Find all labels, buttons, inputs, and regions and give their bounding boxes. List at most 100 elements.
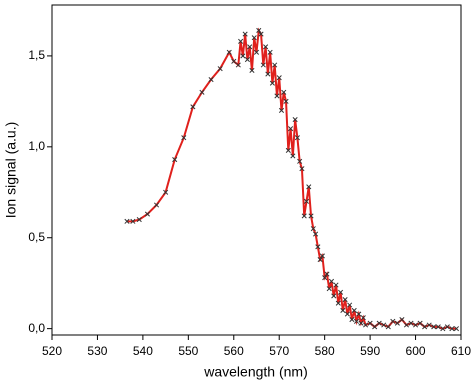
data-marker — [313, 231, 319, 237]
data-marker — [242, 31, 248, 37]
data-marker — [319, 253, 325, 259]
data-marker — [376, 320, 382, 326]
x-tick-label: 570 — [269, 344, 289, 358]
x-tick-label: 520 — [42, 344, 62, 358]
data-marker — [258, 31, 264, 37]
y-axis-title: Ion signal (a.u.) — [3, 122, 19, 219]
data-marker — [422, 324, 428, 330]
data-marker — [338, 289, 344, 295]
data-marker — [249, 67, 255, 74]
data-marker — [435, 324, 441, 330]
data-marker — [269, 80, 275, 86]
data-marker — [263, 44, 269, 50]
x-tick-label: 550 — [178, 344, 198, 358]
y-tick-label: 1,0 — [28, 139, 45, 153]
data-marker — [444, 324, 450, 330]
y-tick-label: 1,5 — [28, 48, 45, 62]
data-marker — [130, 218, 136, 224]
data-marker — [358, 320, 364, 326]
data-marker — [367, 320, 373, 326]
data-marker — [153, 202, 160, 208]
data-marker — [272, 62, 278, 68]
data-marker — [351, 307, 357, 314]
data-marker — [426, 322, 432, 328]
data-marker — [363, 322, 369, 328]
data-marker — [372, 324, 378, 330]
data-marker — [340, 307, 346, 314]
data-marker — [240, 53, 246, 59]
data-marker — [294, 135, 300, 141]
data-marker — [278, 107, 285, 114]
data-marker — [449, 326, 455, 332]
y-tick-label: 0,0 — [28, 321, 45, 335]
data-marker — [408, 320, 414, 326]
data-marker — [403, 322, 410, 328]
data-marker — [335, 300, 341, 306]
data-marker — [394, 320, 400, 326]
data-marker — [235, 62, 241, 68]
data-marker — [306, 184, 312, 190]
data-marker — [322, 275, 328, 281]
data-marker — [440, 326, 446, 332]
data-marker — [181, 135, 187, 141]
data-marker — [238, 38, 244, 44]
data-marker — [303, 198, 310, 204]
data-marker — [453, 326, 460, 332]
data-marker — [190, 104, 196, 110]
data-marker — [163, 189, 169, 195]
data-marker — [208, 76, 214, 83]
data-marker — [267, 49, 273, 55]
data-marker — [288, 126, 294, 132]
data-marker — [144, 211, 150, 217]
data-marker — [328, 278, 335, 284]
data-marker — [251, 35, 257, 41]
data-marker — [342, 296, 348, 303]
data-marker — [360, 315, 366, 321]
data-marker — [276, 75, 282, 81]
data-marker — [331, 293, 337, 299]
data-marker — [315, 244, 321, 250]
data-marker — [281, 89, 287, 95]
x-tick-label: 590 — [360, 344, 380, 358]
data-marker — [292, 116, 298, 123]
data-marker — [317, 256, 323, 263]
data-marker — [199, 89, 205, 95]
data-marker — [283, 98, 289, 104]
data-marker — [333, 282, 339, 288]
data-marker — [431, 324, 437, 330]
data-marker — [385, 324, 391, 330]
data-marker — [326, 286, 332, 292]
data-marker — [353, 318, 360, 324]
data-marker — [124, 218, 130, 224]
data-marker — [399, 316, 405, 323]
x-axis-title: wavelength (nm) — [203, 364, 308, 380]
data-marker — [301, 213, 307, 219]
x-tick-label: 540 — [133, 344, 153, 358]
data-marker — [136, 216, 142, 223]
data-marker — [381, 322, 387, 328]
x-tick-label: 530 — [87, 344, 107, 358]
data-marker — [356, 311, 362, 317]
data-marker — [347, 302, 353, 308]
plot-frame — [51, 4, 462, 336]
data-marker — [310, 226, 316, 232]
x-tick-label: 600 — [406, 344, 426, 358]
data-marker — [413, 322, 419, 328]
data-marker — [390, 318, 396, 324]
data-marker — [265, 71, 271, 77]
data-marker — [274, 93, 280, 99]
data-marker — [260, 62, 266, 68]
x-tick-label: 580 — [315, 344, 335, 358]
data-marker — [308, 213, 314, 219]
y-tick-label: 0,5 — [28, 230, 45, 244]
data-marker — [256, 27, 262, 34]
data-marker — [226, 49, 232, 55]
data-marker — [344, 311, 350, 317]
data-marker — [324, 271, 330, 277]
data-marker — [297, 158, 303, 164]
data-marker — [290, 153, 296, 159]
data-marker — [253, 49, 260, 55]
data-marker — [299, 166, 305, 172]
x-tick-label: 610 — [451, 344, 471, 358]
